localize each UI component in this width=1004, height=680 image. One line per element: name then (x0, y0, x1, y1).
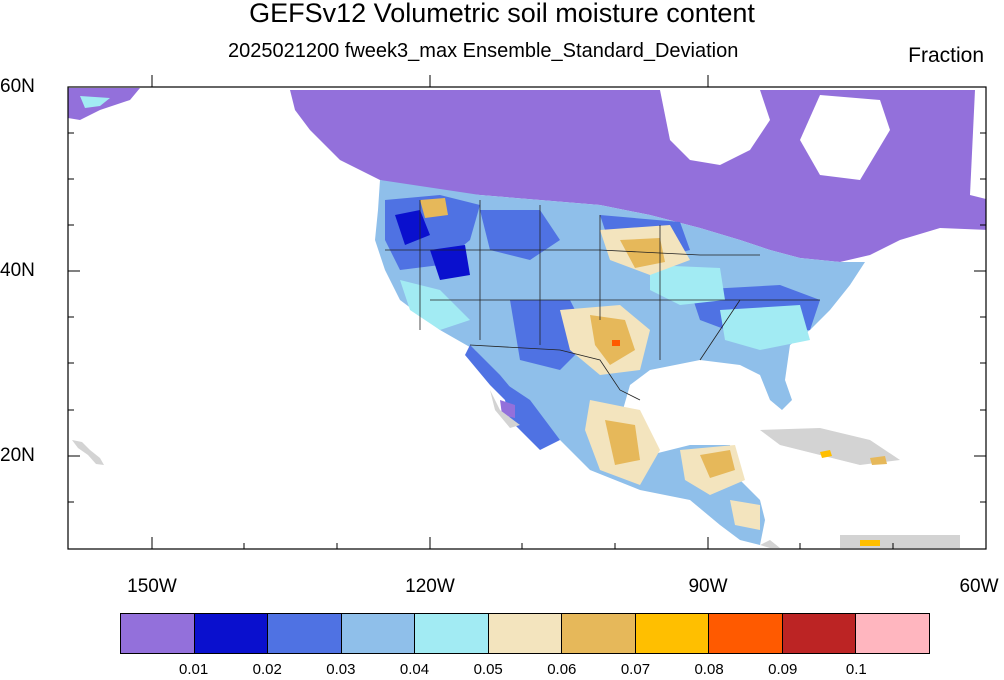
colorbar-tick-label: 0.05 (473, 661, 503, 678)
colorbar-tick-label: 0.04 (399, 661, 430, 678)
colorbar-tick-label: 0.02 (252, 661, 282, 678)
colorbar (120, 613, 930, 654)
caribbean-islands (760, 428, 900, 465)
map-subtitle: 2025021200 fweek3_max Ensemble_Standard_… (228, 40, 739, 62)
colorbar-swatch (562, 614, 636, 653)
colorbar-tick-label: 0.01 (179, 661, 209, 678)
alaska-region (68, 88, 140, 120)
colorbar-swatch (635, 614, 710, 653)
lon-label-150w: 150W (127, 576, 177, 597)
map-title: GEFSv12 Volumetric soil moisture content (249, 0, 755, 28)
colorbar-tick-label: 0.07 (620, 661, 651, 678)
colorbar-tick-label: 0.06 (547, 661, 577, 678)
colorbar-swatch (341, 614, 416, 653)
colorbar-swatch (121, 614, 195, 653)
lon-label-60w: 60W (959, 576, 999, 597)
map-field (68, 88, 986, 548)
greenland-edge (970, 90, 986, 199)
map-canvas (67, 75, 987, 550)
colorbar-tick-label: 0.08 (694, 661, 724, 678)
colorbar-swatch (856, 614, 930, 653)
lon-label-120w: 120W (405, 576, 455, 597)
colorbar-tick-label: 0.1 (845, 661, 867, 678)
axis-ticks (68, 75, 987, 549)
lat-label-20n: 20N (0, 445, 35, 466)
lon-label-90w: 90W (688, 576, 728, 597)
colorbar-swatch (194, 614, 269, 653)
hudson-bay (660, 90, 770, 165)
colorbar-swatch (415, 614, 489, 653)
colorbar-swatch (709, 614, 783, 653)
boundaries (385, 200, 820, 401)
colorbar-swatch (782, 614, 857, 653)
units-label: Fraction (908, 44, 984, 67)
map-frame (67, 86, 987, 550)
lat-label-60n: 60N (0, 76, 35, 97)
colorbar-tick-label: 0.09 (768, 661, 798, 678)
lat-label-40n: 40N (0, 260, 35, 281)
hawaii (72, 440, 104, 465)
colorbar-swatch (268, 614, 342, 653)
labrador-gap (800, 95, 890, 180)
colorbar-swatch (488, 614, 563, 653)
colorbar-tick-label: 0.03 (326, 661, 356, 678)
